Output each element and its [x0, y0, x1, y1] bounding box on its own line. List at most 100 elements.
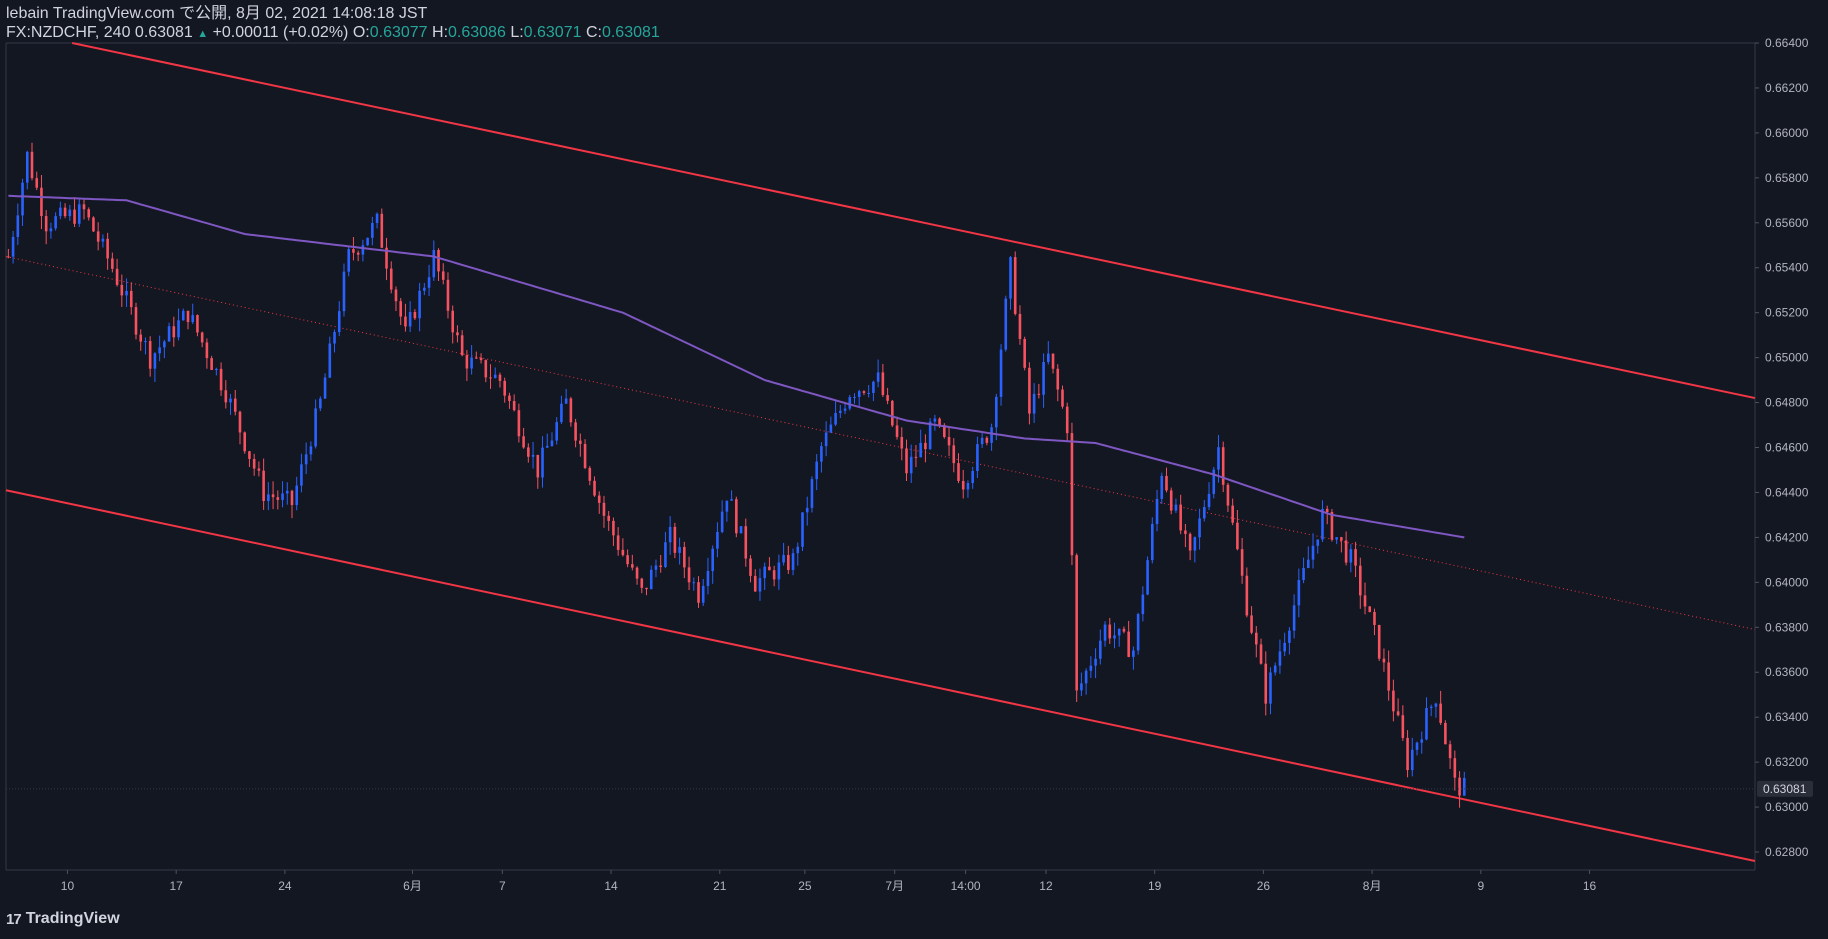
- candle-body: [181, 310, 185, 321]
- candle-body: [139, 334, 143, 342]
- candle-body: [1089, 665, 1093, 671]
- candle-body: [129, 290, 133, 308]
- x-tick-label: 6月: [403, 879, 422, 893]
- candle-body: [583, 443, 587, 468]
- candle-body: [49, 228, 53, 232]
- candle-body: [753, 575, 757, 592]
- candle-body: [1065, 406, 1069, 434]
- candle-body: [314, 408, 317, 447]
- candle-body: [1023, 338, 1026, 368]
- candle-body: [163, 341, 166, 348]
- y-tick-label: 0.63600: [1765, 665, 1809, 679]
- candle-body: [607, 515, 610, 521]
- candle-body: [1330, 512, 1334, 540]
- symbol-name[interactable]: FX:NZDCHF, 240: [6, 24, 131, 41]
- candle-body: [1340, 537, 1343, 541]
- tradingview-logo[interactable]: 17 TradingView: [6, 910, 120, 928]
- candle-body: [777, 562, 781, 580]
- candle-body: [1203, 507, 1206, 519]
- last-price: 0.63081: [134, 24, 193, 41]
- candle-body: [441, 271, 445, 280]
- candle-body: [791, 553, 795, 570]
- candle-body: [758, 578, 762, 592]
- candle-body: [966, 483, 970, 490]
- candle-body: [1165, 475, 1168, 491]
- candle-body: [44, 216, 48, 232]
- candle-body: [281, 493, 284, 500]
- channel-mid-dotted-line: [5, 256, 1756, 631]
- candle-body: [900, 436, 904, 449]
- candle-body: [1032, 393, 1036, 414]
- candle-body: [366, 237, 369, 246]
- candle-body: [11, 236, 15, 257]
- candle-body: [735, 499, 738, 534]
- candle-body: [914, 456, 918, 458]
- candle-body: [796, 546, 800, 554]
- candle-body: [829, 424, 833, 433]
- candle-body: [257, 468, 261, 471]
- candle-body: [787, 554, 790, 570]
- candle-body: [323, 377, 327, 399]
- candle-body: [541, 447, 544, 478]
- candle-body: [21, 182, 24, 216]
- candle-body: [328, 343, 332, 378]
- candle-body: [1306, 559, 1310, 568]
- candle-body: [597, 495, 601, 503]
- y-tick-label: 0.64600: [1765, 441, 1809, 455]
- candle-body: [96, 231, 100, 242]
- candle-body: [413, 312, 417, 319]
- candle-body: [1099, 640, 1102, 659]
- candle-body: [1429, 706, 1433, 709]
- channel-lower-line: [5, 489, 1756, 862]
- candle-body: [101, 238, 105, 242]
- candle-body: [1273, 665, 1277, 673]
- y-tick-label: 0.65000: [1765, 351, 1809, 365]
- candle-body: [1117, 628, 1121, 636]
- candle-body: [782, 554, 785, 563]
- high-value: 0.63086: [448, 24, 506, 41]
- candle-body: [319, 398, 322, 409]
- candle-body: [68, 209, 72, 217]
- up-triangle-icon: ▲: [197, 28, 209, 40]
- candle-body: [810, 479, 814, 508]
- candle-body: [857, 391, 861, 397]
- candle-body: [243, 432, 247, 452]
- y-tick-label: 0.65200: [1765, 306, 1809, 320]
- candle-body: [333, 332, 336, 344]
- candle-body: [654, 565, 658, 570]
- candle-body: [427, 277, 431, 288]
- candle-body: [1377, 624, 1381, 659]
- candle-body: [1278, 651, 1282, 666]
- candle-body: [210, 358, 213, 370]
- candle-body: [352, 249, 355, 253]
- candle-body: [1070, 433, 1074, 556]
- candle-body: [1108, 624, 1112, 639]
- y-tick-label: 0.63000: [1765, 800, 1809, 814]
- y-tick-label: 0.65400: [1765, 261, 1809, 275]
- candle-body: [588, 467, 592, 481]
- candle-body: [649, 569, 653, 590]
- candle-body: [361, 245, 365, 255]
- x-tick-label: 26: [1257, 879, 1271, 893]
- x-tick-label: 17: [169, 879, 183, 893]
- candle-body: [1042, 361, 1045, 395]
- candle-body: [1146, 560, 1149, 595]
- candle-body: [853, 396, 856, 398]
- candle-body: [380, 213, 384, 248]
- candle-body: [1188, 533, 1192, 551]
- y-tick-label: 0.64400: [1765, 485, 1809, 499]
- candle-body: [423, 287, 426, 291]
- y-tick-label: 0.64000: [1765, 575, 1809, 589]
- candle-body: [593, 480, 596, 496]
- candle-body: [560, 403, 563, 423]
- candle-body: [1425, 708, 1428, 740]
- candle-body: [1080, 683, 1083, 691]
- candle-body: [579, 440, 582, 444]
- candle-body: [77, 204, 81, 224]
- candle-body: [262, 470, 265, 501]
- candle-body: [106, 238, 109, 259]
- candle-body: [191, 315, 195, 323]
- candle-body: [460, 335, 464, 356]
- candle-body: [631, 564, 634, 568]
